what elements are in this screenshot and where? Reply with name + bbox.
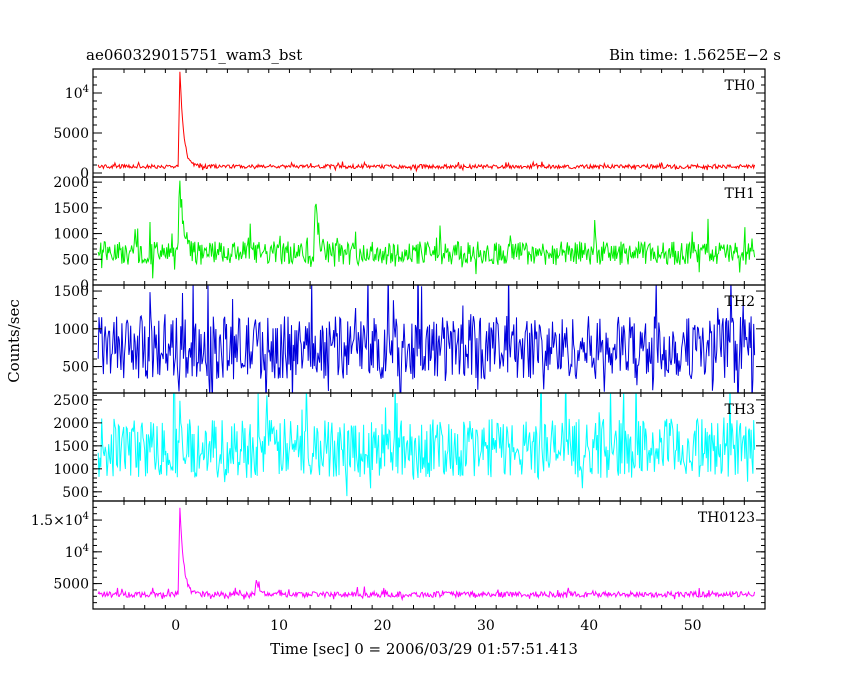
- series-line-th2: [97, 285, 756, 393]
- y-tick-label: 5000: [53, 577, 89, 593]
- y-tick-label: 1500: [53, 284, 89, 300]
- x-tick-label: 30: [477, 618, 495, 634]
- x-tick-label: 20: [374, 618, 392, 634]
- x-tick-label: 10: [270, 618, 288, 634]
- y-tick-label: 1500: [53, 201, 89, 217]
- y-tick-label: 500: [62, 485, 89, 501]
- y-tick-label: 1.5×104: [31, 511, 89, 529]
- x-axis-label: Time [sec] 0 = 2006/03/29 01:57:51.413: [270, 640, 578, 658]
- x-tick-label: 40: [580, 618, 598, 634]
- panel-name-label: TH0: [725, 78, 755, 94]
- series-line-th1: [97, 180, 756, 279]
- y-tick-label: 500: [62, 252, 89, 268]
- series-line-th0123: [97, 507, 756, 602]
- bin-time-label: Bin time: 1.5625E−2 s: [609, 46, 781, 64]
- y-tick-label: 1000: [53, 322, 89, 338]
- panel-th0123: 5000 104 1.5×104 TH0123: [31, 500, 766, 610]
- panel-frame: [92, 176, 766, 286]
- panel-frame: [92, 68, 766, 178]
- x-tick-label: 50: [684, 618, 702, 634]
- y-tick-label: 104: [65, 84, 89, 102]
- y-tick-label: 5000: [53, 126, 89, 142]
- panel-th1: 0 500 1000 1500 2000 TH1: [53, 175, 766, 294]
- y-tick-label: 1000: [53, 227, 89, 243]
- y-axis-label: Counts/sec: [5, 299, 23, 383]
- panel-name-label: TH1: [725, 186, 755, 202]
- y-tick-label: 2500: [53, 393, 89, 409]
- observation-id-label: ae060329015751_wam3_bst: [86, 46, 302, 64]
- y-tick-label: 0: [80, 278, 89, 294]
- x-tick-label: 0: [171, 618, 180, 634]
- panel-frame: [92, 500, 766, 610]
- panel-th2: 500 1000 1500 TH2: [53, 284, 766, 394]
- series-line-th0: [97, 71, 756, 173]
- y-tick-label: 104: [65, 543, 89, 561]
- panel-name-label: TH3: [725, 402, 755, 418]
- panel-th0: 0 5000 104 TH0: [53, 68, 766, 182]
- y-tick-label: 2000: [53, 416, 89, 432]
- y-tick-label: 2000: [53, 175, 89, 191]
- y-tick-label: 1500: [53, 439, 89, 455]
- y-tick-label: 0: [80, 166, 89, 182]
- panel-th3: 500 1000 1500 2000 2500 TH3: [53, 392, 766, 502]
- series-line-th3: [97, 393, 756, 497]
- y-tick-label: 500: [62, 360, 89, 376]
- y-tick-label: 1000: [53, 462, 89, 478]
- panel-name-label: TH2: [725, 294, 755, 310]
- panel-name-label: TH0123: [698, 510, 755, 526]
